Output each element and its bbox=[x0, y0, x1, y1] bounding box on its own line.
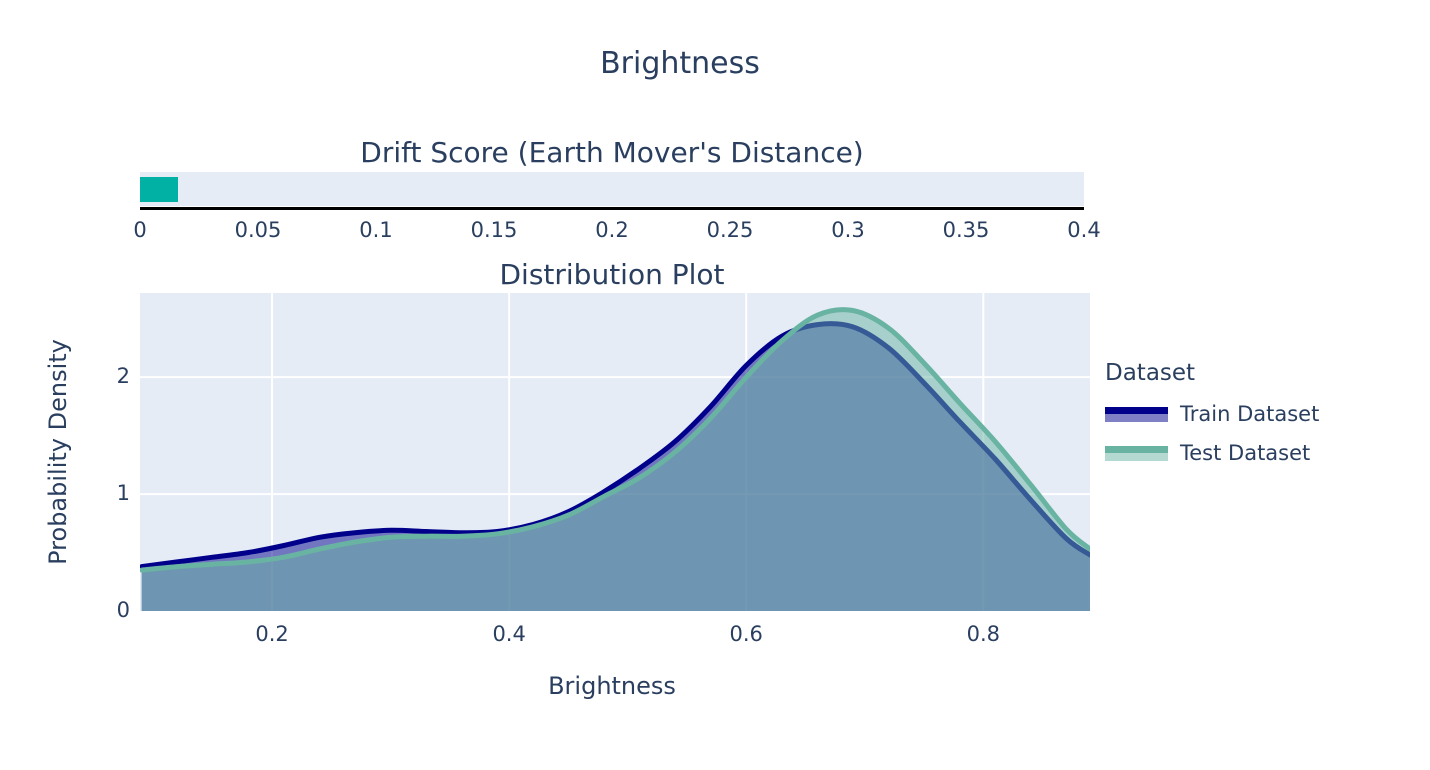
drift-gauge-track bbox=[140, 172, 1084, 206]
y-tick-label: 0 bbox=[116, 598, 130, 622]
legend-item-train-dataset[interactable]: Train Dataset bbox=[1105, 402, 1319, 426]
legend-item-test-dataset[interactable]: Test Dataset bbox=[1105, 441, 1319, 465]
distribution-plot-svg bbox=[140, 293, 1090, 611]
drift-gauge-bar bbox=[140, 177, 178, 202]
legend-title: Dataset bbox=[1105, 360, 1196, 386]
y-tick-label: 2 bbox=[116, 364, 130, 389]
drift-axis-line bbox=[140, 207, 1084, 210]
drift-score-title: Drift Score (Earth Mover's Distance) bbox=[360, 136, 864, 169]
distribution-plot-area bbox=[140, 293, 1090, 611]
drift-tick-label: 0.35 bbox=[942, 218, 990, 242]
x-tick-label: 0.2 bbox=[255, 622, 289, 646]
legend-swatch-train-dataset bbox=[1105, 406, 1168, 422]
drift-tick-label: 0 bbox=[133, 218, 147, 242]
x-axis-title: Brightness bbox=[548, 672, 676, 700]
distribution-title: Distribution Plot bbox=[499, 258, 725, 291]
legend-item-label: Test Dataset bbox=[1180, 441, 1311, 465]
test-dataset-line bbox=[140, 307, 1090, 573]
x-tick-label: 0.4 bbox=[492, 622, 526, 646]
x-tick-label: 0.8 bbox=[966, 622, 1000, 646]
legend-swatch-line bbox=[1105, 445, 1168, 453]
figure-title: Brightness bbox=[600, 46, 760, 81]
drift-axis-ticks: 0 0.05 0.1 0.15 0.2 0.25 0.3 0.35 0.4 bbox=[133, 218, 1100, 244]
y-axis-title: Probability Density bbox=[44, 339, 72, 565]
drift-tick-label: 0.25 bbox=[706, 218, 754, 242]
legend-swatch-test-dataset bbox=[1105, 445, 1168, 461]
legend-items: Train Dataset Test Dataset bbox=[1105, 402, 1319, 465]
legend-swatch-fill bbox=[1105, 413, 1168, 422]
legend-item-label: Train Dataset bbox=[1180, 402, 1320, 426]
legend: Dataset Train Dataset Test Dataset bbox=[1105, 360, 1319, 480]
drift-tick-label: 0.4 bbox=[1067, 218, 1101, 242]
x-tick-label: 0.6 bbox=[729, 622, 763, 646]
drift-tick-label: 0.05 bbox=[234, 218, 282, 242]
series-test-dataset bbox=[140, 307, 1090, 611]
y-axis-ticks: 0 1 2 bbox=[0, 293, 136, 622]
drift-tick-label: 0.2 bbox=[595, 218, 629, 242]
y-tick-label: 1 bbox=[116, 481, 130, 506]
test-dataset-area-fill bbox=[141, 309, 1090, 611]
legend-swatch-fill bbox=[1105, 452, 1168, 461]
drift-tick-label: 0.15 bbox=[470, 218, 518, 242]
drift-tick-label: 0.1 bbox=[359, 218, 393, 242]
legend-swatch-line bbox=[1105, 406, 1168, 414]
x-axis-ticks: 0.2 0.4 0.6 0.8 bbox=[140, 622, 1090, 648]
drift-tick-label: 0.3 bbox=[831, 218, 865, 242]
